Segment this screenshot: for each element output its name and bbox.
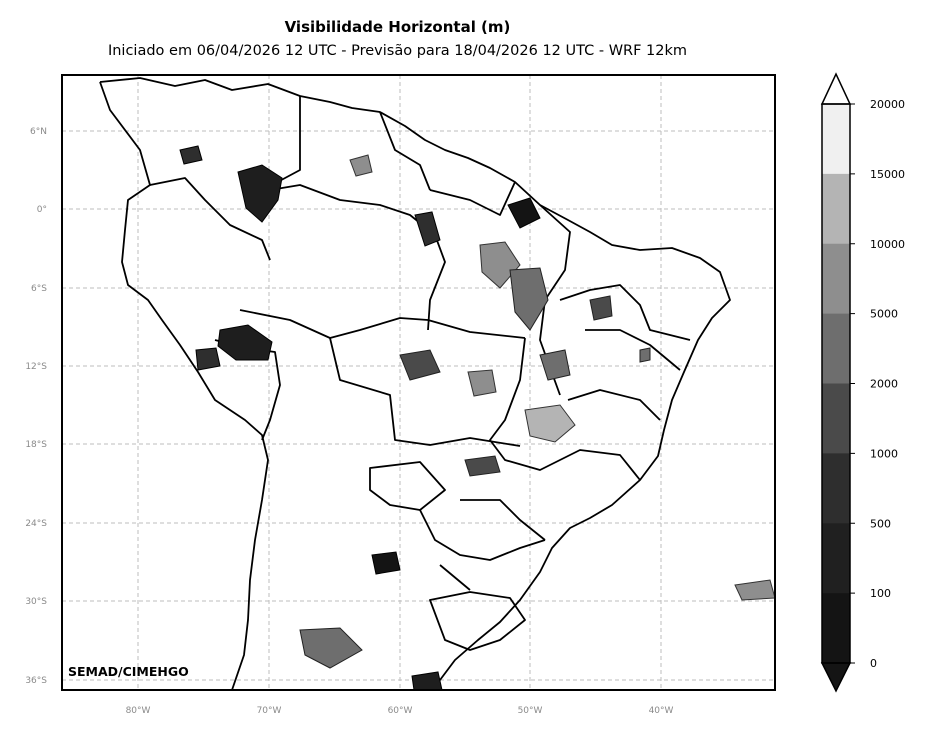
colorbar-label: 2000 xyxy=(870,378,898,391)
colorbar-label: 10000 xyxy=(870,238,905,251)
colorbar-label: 100 xyxy=(870,587,891,600)
colorbar-segment xyxy=(822,453,850,524)
lat-label: 18°S xyxy=(25,440,47,450)
colorbar-label: 1000 xyxy=(870,447,898,460)
colorbar-segment xyxy=(822,523,850,594)
colorbar-segment xyxy=(822,104,850,175)
west-coast xyxy=(99,81,269,690)
colorbar-label: 5000 xyxy=(870,308,898,321)
colorbar-segment xyxy=(822,593,850,664)
colorbar-segment xyxy=(822,383,850,454)
map-subtitle: Iniciado em 06/04/2026 12 UTC - Previsão… xyxy=(107,43,688,59)
longitude-labels: 80°W 70°W 60°W 50°W 40°W xyxy=(126,706,674,716)
lon-label: 50°W xyxy=(518,706,543,716)
latitude-labels: 6°N 0° 6°S 12°S 18°S 24°S 30°S 36°S xyxy=(25,127,47,686)
colorbar-segment xyxy=(822,313,850,384)
continent-outline xyxy=(99,77,731,690)
lat-label: 6°S xyxy=(31,284,47,294)
colorbar-segment xyxy=(822,243,850,315)
colorbar-label: 500 xyxy=(870,517,891,530)
lat-label: 36°S xyxy=(25,676,47,686)
colorbar-extend-top xyxy=(820,72,852,105)
lon-label: 40°W xyxy=(649,706,674,716)
colorbar-segment xyxy=(822,173,850,245)
lat-label: 12°S xyxy=(25,362,47,372)
colorbar-label: 20000 xyxy=(870,98,905,111)
lat-label: 6°N xyxy=(30,127,47,137)
map-area: SEMAD/CIMEHGO xyxy=(61,74,776,691)
lon-label: 80°W xyxy=(126,706,151,716)
lon-label: 70°W xyxy=(257,706,282,716)
colorbar-label: 15000 xyxy=(870,168,905,181)
lon-label: 60°W xyxy=(388,706,413,716)
colorbar-extend-bottom xyxy=(820,662,852,693)
map-title: Visibilidade Horizontal (m) xyxy=(284,18,511,36)
lat-label: 24°S xyxy=(25,519,47,529)
credit-label: SEMAD/CIMEHGO xyxy=(68,664,189,679)
lat-label: 0° xyxy=(37,205,47,215)
colorbar-label: 0 xyxy=(870,657,877,670)
country-borders xyxy=(99,77,731,690)
lat-label: 30°S xyxy=(25,597,47,607)
map-frame xyxy=(61,74,776,691)
low-visibility-patches xyxy=(179,145,775,690)
